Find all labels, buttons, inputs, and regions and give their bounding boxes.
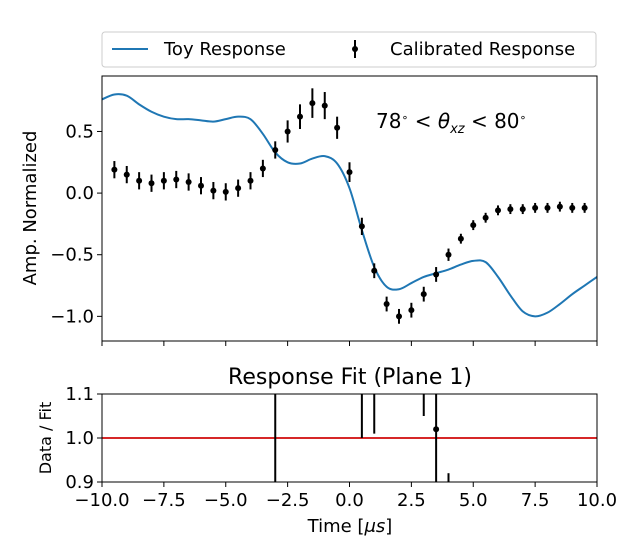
calibrated-point xyxy=(358,223,365,230)
calibrated-point xyxy=(445,251,452,258)
calibrated-point xyxy=(482,214,489,221)
ratio-xtick-label: −2.5 xyxy=(266,490,310,511)
ratio-plot-ticks: 1.1 1.0 0.9−10.0 −7.5 −5.0 −2.5 0.0 2.5 5.0 7.5 10… xyxy=(65,384,617,511)
calibrated-point xyxy=(309,100,316,107)
legend-frame xyxy=(101,31,597,68)
top-plot: 0.5 0.0 −0.5 −1.0 78∘ < θxz < 80∘ Amp. Norm… xyxy=(20,75,598,346)
calibrated-point xyxy=(148,180,155,187)
ratio-point xyxy=(272,303,278,309)
calibrated-point xyxy=(111,166,118,173)
calibrated-point xyxy=(247,177,254,184)
calibrated-point xyxy=(235,185,242,192)
calibrated-point xyxy=(334,124,341,131)
calibrated-point xyxy=(185,179,192,185)
calibrated-point xyxy=(420,291,427,298)
ratio-point xyxy=(446,514,452,520)
calibrated-point xyxy=(470,222,477,229)
calibrated-point xyxy=(371,267,378,274)
ratio-xtick-label: 0.0 xyxy=(335,490,364,511)
calibrated-point xyxy=(556,203,563,210)
calibrated-point xyxy=(123,171,130,178)
ratio-xtick-label: 7.5 xyxy=(521,490,550,511)
calibrated-point xyxy=(136,177,143,184)
calibrated-point xyxy=(321,102,328,109)
toy-response-line xyxy=(102,93,597,318)
calibrated-point xyxy=(408,307,415,314)
calibrated-point xyxy=(222,188,229,195)
top-ytick-label: −1.0 xyxy=(50,306,94,327)
calibrated-point xyxy=(173,176,180,183)
ratio-xtick-label: 10.0 xyxy=(577,490,617,511)
ratio-plot-data xyxy=(102,171,597,520)
calibrated-point xyxy=(346,169,353,176)
ratio-xtick-label: −5.0 xyxy=(204,490,248,511)
calibrated-point xyxy=(383,301,390,308)
angle-annotation: 78∘ < θxz < 80∘ xyxy=(376,109,526,137)
calibrated-point xyxy=(507,206,514,213)
top-plot-ticks: 0.5 0.0 −0.5 −1.0 xyxy=(50,121,598,346)
calibrated-point xyxy=(297,113,303,120)
calibrated-point xyxy=(160,177,167,184)
ratio-plot-title: Response Fit (Plane 1) xyxy=(228,365,472,390)
ratio-ytick-label: 1.0 xyxy=(65,428,94,449)
calibrated-point xyxy=(495,207,501,214)
ratio-xtick-label: 2.5 xyxy=(397,490,426,511)
ratio-plot: Response Fit (Plane 1) 1.1 1.0 0.9−10.0 −7.… xyxy=(36,171,617,537)
legend-marker-swatch xyxy=(352,46,358,52)
legend-entry-calibrated: Calibrated Response xyxy=(390,39,575,60)
calibrated-point xyxy=(259,165,266,172)
top-plot-data xyxy=(102,88,597,324)
calibrated-point xyxy=(272,146,279,153)
ratio-point xyxy=(433,426,440,433)
calibrated-point xyxy=(284,128,291,135)
calibrated-point xyxy=(210,187,217,194)
top-ytick-label: 0.5 xyxy=(65,121,94,142)
calibrated-point xyxy=(457,235,464,242)
ratio-xtick-label: 5.0 xyxy=(459,490,488,511)
calibrated-point xyxy=(519,206,526,213)
top-ytick-label: 0.0 xyxy=(65,183,94,204)
legend: Toy Response Calibrated Response xyxy=(101,31,597,68)
ratio-xtick-label: −7.5 xyxy=(142,490,186,511)
calibrated-point xyxy=(198,182,204,189)
legend-entry-toy: Toy Response xyxy=(163,39,286,60)
calibrated-point xyxy=(532,204,539,211)
top-ylabel: Amp. Normalized xyxy=(20,131,41,286)
ratio-xtick-label: −10.0 xyxy=(74,490,129,511)
ratio-xlabel: Time [μs] xyxy=(307,516,393,537)
ratio-ylabel: Data / Fit xyxy=(36,402,55,475)
calibrated-point xyxy=(544,204,551,211)
calibrated-point xyxy=(569,204,576,211)
ratio-point xyxy=(359,171,365,177)
top-ytick-label: −0.5 xyxy=(50,245,94,266)
calibrated-point xyxy=(396,313,402,320)
calibrated-point xyxy=(581,204,588,211)
ratio-ytick-label: 0.9 xyxy=(65,472,94,493)
ratio-ytick-label: 1.1 xyxy=(65,384,94,405)
calibrated-point xyxy=(433,271,440,278)
